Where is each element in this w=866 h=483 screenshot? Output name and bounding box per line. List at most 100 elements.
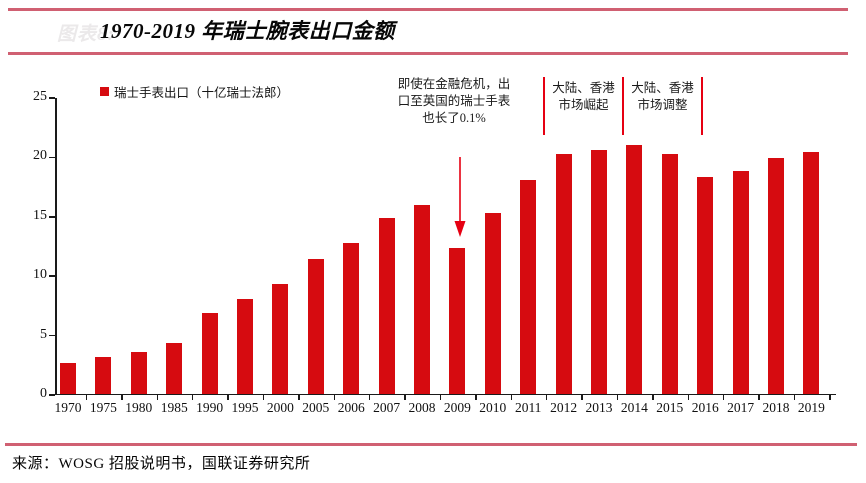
bar-2000: [272, 283, 289, 394]
annotation-line: 市场调整: [637, 98, 688, 112]
x-axis-tick: [616, 395, 619, 400]
annotation-bracket-line: [701, 77, 703, 135]
bottom-accent-rule: [5, 443, 857, 446]
bar-2012: [555, 154, 572, 394]
x-axis-tick: [298, 395, 300, 400]
annotation-line: 也长了0.1%: [422, 111, 486, 125]
annotation-line: 即使在金融危机，出: [397, 77, 511, 91]
bar-2015: [661, 154, 678, 394]
x-axis-label: 2007: [373, 400, 401, 415]
bar-2011: [520, 180, 537, 394]
y-axis-label: 10: [33, 267, 47, 283]
x-axis-tick: [156, 395, 158, 400]
bar-2019: [803, 151, 820, 394]
x-axis-label: 2012: [550, 400, 578, 415]
annotation-line: 口至英国的瑞士手表: [397, 94, 511, 108]
bar-2016: [697, 176, 714, 394]
legend-swatch-icon: [100, 87, 109, 96]
plot-area: 0 5 10 15 20 25 1970 1975 1980 1985 1990 1995 2000 20…: [33, 89, 836, 415]
x-axis-tick: [404, 395, 406, 400]
x-axis-label: 2000: [266, 400, 294, 415]
top-accent-rule: [8, 8, 848, 11]
x-axis-tick: [581, 395, 583, 400]
bar-2014: [626, 144, 643, 394]
x-axis-tick: [722, 395, 725, 400]
x-axis-tick: [121, 395, 123, 400]
x-axis-tick: [652, 395, 654, 400]
bar-2009: [449, 247, 466, 394]
x-axis-label: 2018: [762, 400, 790, 415]
bar-2017: [732, 170, 749, 394]
x-axis-label: 1995: [231, 400, 259, 415]
x-axis-tick: [829, 395, 831, 400]
y-axis-tick: [49, 334, 55, 337]
figure-number-ghost-label: 图表8:: [57, 24, 115, 45]
x-axis-tick: [475, 395, 477, 400]
x-axis-label: 2006: [337, 400, 365, 415]
y-axis-tick: [49, 216, 55, 218]
x-axis-label: 1990: [196, 400, 224, 415]
bar-2008: [414, 205, 430, 394]
chart-legend: 瑞士手表出口（十亿瑞士法郎）: [100, 82, 289, 101]
x-axis-label: 2011: [514, 400, 542, 415]
x-axis-label: 1985: [160, 400, 188, 415]
bar-1995: [237, 298, 253, 394]
x-axis-label: 2016: [691, 400, 719, 415]
x-axis-tick: [227, 395, 229, 400]
annotation-line: 大陆、香港: [552, 81, 615, 95]
x-axis-label: 2009: [443, 400, 471, 415]
y-axis-tick: [49, 97, 55, 99]
bar-1985: [166, 342, 183, 394]
annotation-market-rise: 大陆、香港 市场崛起: [545, 80, 622, 114]
x-axis-label: 2005: [302, 400, 330, 415]
x-axis-tick: [687, 395, 689, 400]
bar-2006: [343, 243, 360, 394]
x-axis-tick: [333, 395, 335, 400]
annotation-line: 大陆、香港: [631, 81, 694, 95]
y-axis-label: 5: [40, 326, 47, 342]
x-axis-label: 1970: [54, 400, 82, 415]
bar-2005: [307, 258, 324, 394]
x-axis-label: 2010: [479, 400, 507, 415]
x-axis-tick: [510, 395, 512, 400]
source-note: 来源：WOSG 招股说明书，国联证券研究所: [12, 456, 311, 472]
x-axis-label: 2019: [797, 400, 825, 415]
annotation-line: 市场崛起: [558, 98, 609, 112]
x-axis-tick: [85, 395, 88, 400]
x-axis-label: 1980: [125, 400, 153, 415]
bar-1970: [60, 363, 76, 394]
x-axis-tick: [439, 395, 442, 400]
x-axis-label: 2008: [408, 400, 436, 415]
x-axis-tick: [191, 395, 194, 400]
x-axis-label: 2013: [585, 400, 613, 415]
annotation-market-adjust: 大陆、香港 市场调整: [624, 80, 701, 114]
x-axis-tick: [545, 395, 548, 400]
bar-2007: [378, 218, 395, 394]
bar-2018: [768, 157, 784, 394]
y-axis-tick: [49, 394, 55, 396]
y-axis-label: 15: [33, 207, 47, 223]
x-axis-label: 2017: [727, 400, 755, 415]
bar-2013: [591, 150, 607, 394]
down-arrow-icon: [454, 157, 466, 237]
y-axis-tick: [49, 156, 55, 159]
annotation-bracket-line: [622, 77, 624, 135]
y-axis-tick: [49, 275, 55, 277]
y-axis-label: 20: [33, 148, 47, 164]
x-axis-label: 2015: [656, 400, 684, 415]
chart-title: 1970-2019 年瑞士腕表出口金额: [100, 19, 395, 43]
y-axis-label: 0: [40, 386, 47, 401]
annotation-bracket-line: [543, 77, 545, 135]
bar-1980: [130, 352, 147, 394]
x-axis-tick: [368, 395, 371, 400]
title-underline-rule: [8, 52, 848, 55]
y-axis: [55, 98, 57, 395]
x-axis-tick: [793, 395, 796, 400]
y-axis-label: 25: [33, 89, 47, 104]
legend-label: 瑞士手表出口（十亿瑞士法郎）: [114, 86, 290, 100]
x-axis-label: 1975: [89, 400, 117, 415]
annotation-financial-crisis: 即使在金融危机，出 口至英国的瑞士手表 也长了0.1%: [378, 76, 530, 127]
bar-1990: [201, 313, 218, 394]
bar-2010: [484, 213, 501, 394]
